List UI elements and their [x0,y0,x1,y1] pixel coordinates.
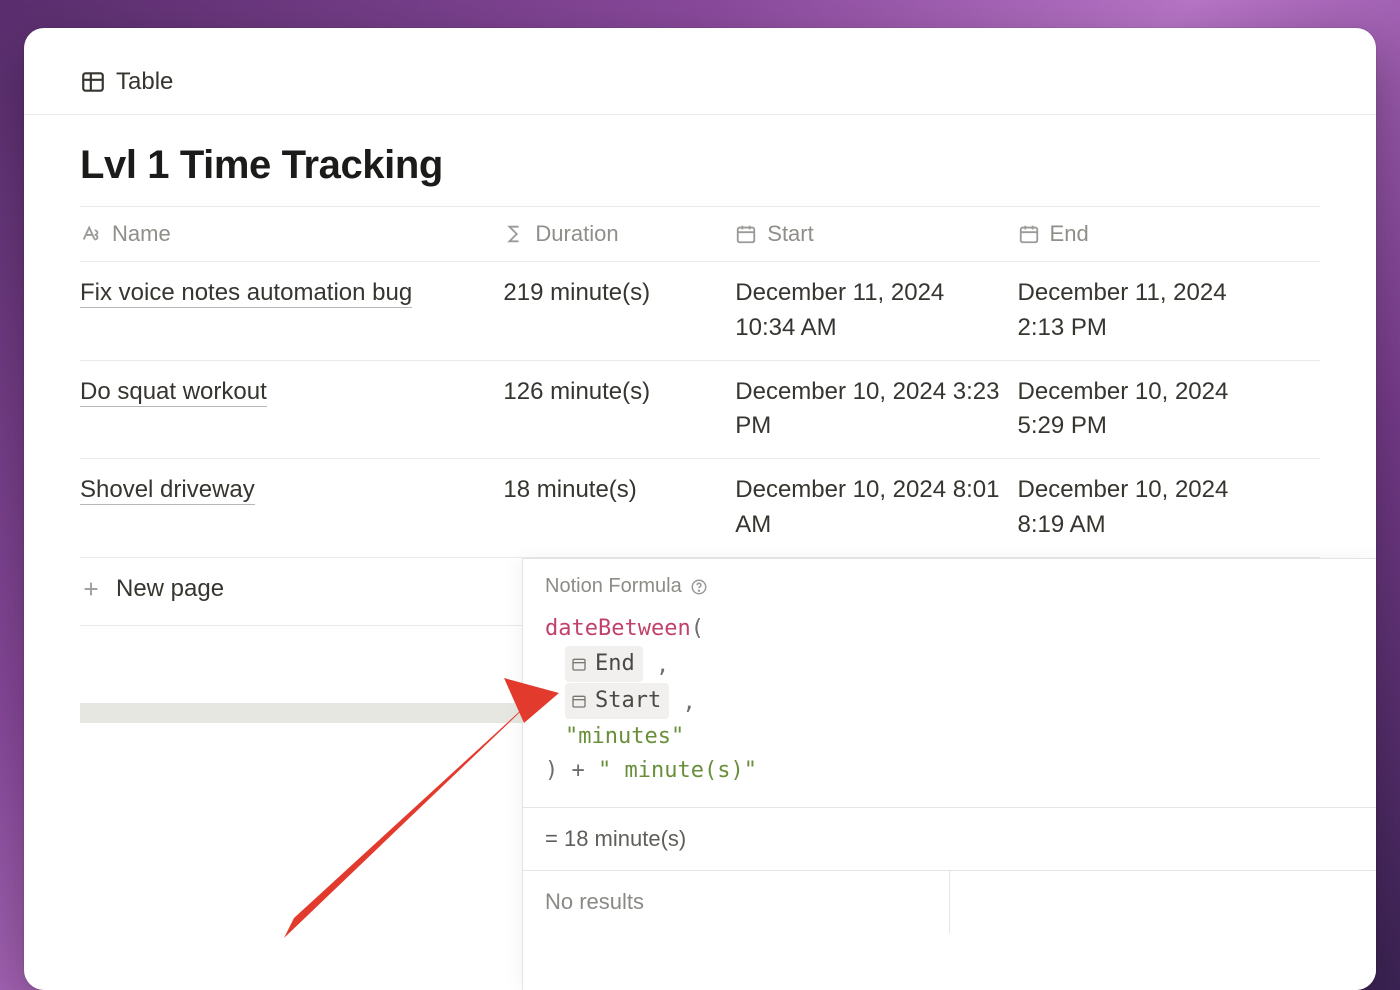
table-row[interactable]: Fix voice notes automation bug 219 minut… [80,262,1320,361]
formula-code[interactable]: dateBetween( End , Start , "minutes" ) +… [523,610,1376,807]
cell-duration[interactable]: 219 minute(s) [503,262,735,361]
cell-start[interactable]: December 11, 2024 10:34 AM [735,262,1017,361]
view-tab-label: Table [116,68,173,96]
cell-end[interactable]: December 11, 2024 2:13 PM [1018,262,1280,361]
date-property-icon [1018,223,1040,245]
plus-icon [80,578,102,600]
database-title[interactable]: Lvl 1 Time Tracking [80,143,1320,188]
column-header-start[interactable]: Start [735,207,1017,262]
view-tab-table[interactable]: Table [80,68,173,114]
formula-header-label: Notion Formula [545,575,682,598]
cell-duration[interactable]: 126 minute(s) [503,360,735,459]
date-property-icon [571,656,587,672]
table-icon [80,69,106,95]
formula-no-results: No results [523,871,949,933]
column-label: End [1050,221,1089,247]
cell-end[interactable]: December 10, 2024 5:29 PM [1018,360,1280,459]
column-header-add[interactable] [1280,207,1320,262]
help-icon[interactable] [690,578,708,596]
property-chip-end[interactable]: End [565,646,643,682]
cell-name[interactable]: Do squat workout [80,360,503,459]
formula-popover-header: Notion Formula [523,559,1376,610]
column-header-end[interactable]: End [1018,207,1280,262]
column-label: Name [112,221,171,247]
cell-name[interactable]: Fix voice notes automation bug [80,262,503,361]
new-page-label: New page [116,572,224,607]
cell-start[interactable]: December 10, 2024 3:23 PM [735,360,1017,459]
column-header-duration[interactable]: Duration [503,207,735,262]
date-property-icon [571,693,587,709]
column-label: Start [767,221,813,247]
table-row[interactable]: Do squat workout 126 minute(s) December … [80,360,1320,459]
cell-duration[interactable]: 18 minute(s) [503,459,735,558]
formula-popover: Notion Formula dateBetween( End , Start … [522,558,1376,990]
cell-start[interactable]: December 10, 2024 8:01 AM [735,459,1017,558]
cell-name[interactable]: Shovel driveway [80,459,503,558]
table-row[interactable]: Shovel driveway 18 minute(s) December 10… [80,459,1320,558]
property-chip-start[interactable]: Start [565,683,669,719]
cell-end[interactable]: December 10, 2024 8:19 AM [1018,459,1280,558]
date-property-icon [735,223,757,245]
formula-results-empty [949,871,1376,933]
formula-results-grid: No results [523,870,1376,933]
column-label: Duration [535,221,618,247]
table-header-row: Name Duration Start [80,207,1320,262]
formula-property-icon [503,223,525,245]
app-window: Table Lvl 1 Time Tracking Name [24,28,1376,990]
text-property-icon [80,223,102,245]
formula-fn: dateBetween [545,616,691,641]
tab-divider [24,114,1376,115]
formula-result: = 18 minute(s) [523,807,1376,870]
column-header-name[interactable]: Name [80,207,503,262]
